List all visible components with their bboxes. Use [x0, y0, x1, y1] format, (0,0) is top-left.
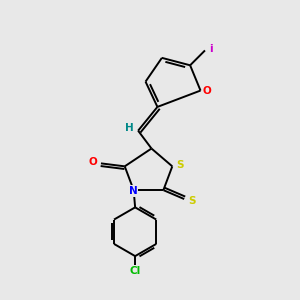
- Text: S: S: [176, 160, 184, 170]
- Text: H: H: [125, 123, 134, 133]
- Text: O: O: [203, 85, 212, 96]
- Text: O: O: [88, 157, 97, 167]
- Text: N: N: [129, 186, 137, 196]
- Text: i: i: [209, 44, 213, 54]
- Text: Cl: Cl: [130, 266, 141, 276]
- Text: S: S: [188, 196, 195, 206]
